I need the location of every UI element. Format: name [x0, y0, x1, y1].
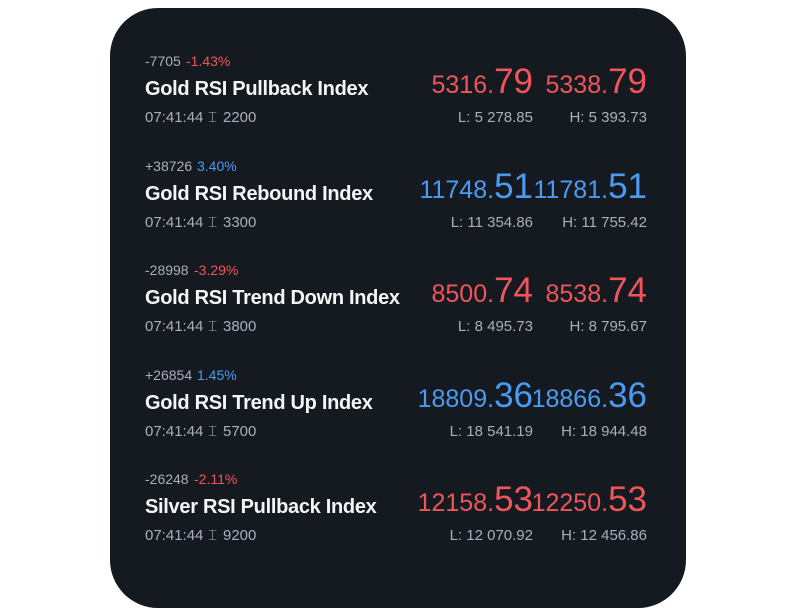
price: 18866.36	[531, 375, 647, 415]
spread-icon: ⌶	[208, 527, 218, 544]
percent: -3.29%	[194, 262, 239, 278]
low: L: 11 354.86	[450, 213, 533, 231]
spread: 3800	[223, 318, 257, 335]
high: H: 18 944.48	[561, 422, 647, 440]
time: 07:41:44	[145, 422, 204, 440]
price: 18809.36	[417, 375, 533, 415]
price: 11748.51	[419, 166, 533, 206]
high: H: 5 393.73	[569, 109, 647, 126]
price: 12158.53	[417, 480, 533, 519]
instrument-name: Gold RSI Rebound Index	[145, 182, 373, 205]
spread-icon: ⌶	[208, 109, 218, 126]
time: 07:41:44	[145, 527, 204, 544]
price: 5338.79	[545, 62, 648, 101]
spread: 5700	[223, 422, 257, 440]
low: L: 8 495.73	[457, 318, 533, 335]
change: +26854	[145, 366, 193, 383]
spread: 9200	[223, 527, 257, 544]
price: 8500.74	[431, 271, 534, 310]
percent: 3.40%	[197, 157, 237, 174]
time: 07:41:44	[145, 318, 204, 335]
spread-icon: ⌶	[208, 422, 218, 440]
high: H: 11 755.42	[562, 213, 647, 231]
high: H: 8 795.67	[569, 318, 647, 335]
low: L: 5 278.85	[457, 109, 533, 126]
price: 12250.53	[531, 480, 647, 519]
change: -26248	[145, 471, 189, 487]
page: (() => { const data = JSON.parse(documen…	[110, 8, 686, 608]
spread: 2200	[223, 109, 257, 126]
spread: 3300	[223, 213, 257, 231]
time: 07:41:44	[145, 213, 204, 231]
quote-list	[110, 8, 686, 608]
percent: -2.11%	[194, 471, 238, 487]
time: 07:41:44	[145, 109, 204, 126]
spread-icon: ⌶	[208, 318, 218, 335]
percent: -1.43%	[186, 53, 231, 69]
instrument-name: Gold RSI Trend Up Index	[145, 391, 373, 414]
change: -7705	[145, 53, 181, 69]
instrument-name: Silver RSI Pullback Index	[145, 496, 377, 518]
low: L: 18 541.19	[449, 422, 533, 440]
change: +38726	[145, 157, 193, 174]
price: 5316.79	[431, 62, 534, 101]
price: 8538.74	[545, 271, 648, 310]
percent: 1.45%	[197, 366, 237, 383]
change: -28998	[145, 262, 189, 278]
high: H: 12 456.86	[561, 527, 647, 544]
spread-icon: ⌶	[208, 213, 218, 231]
instrument-name: Gold RSI Pullback Index	[145, 78, 369, 100]
low: L: 12 070.92	[449, 527, 533, 544]
price: 11781.51	[533, 166, 647, 206]
instrument-name: Gold RSI Trend Down Index	[145, 287, 400, 309]
